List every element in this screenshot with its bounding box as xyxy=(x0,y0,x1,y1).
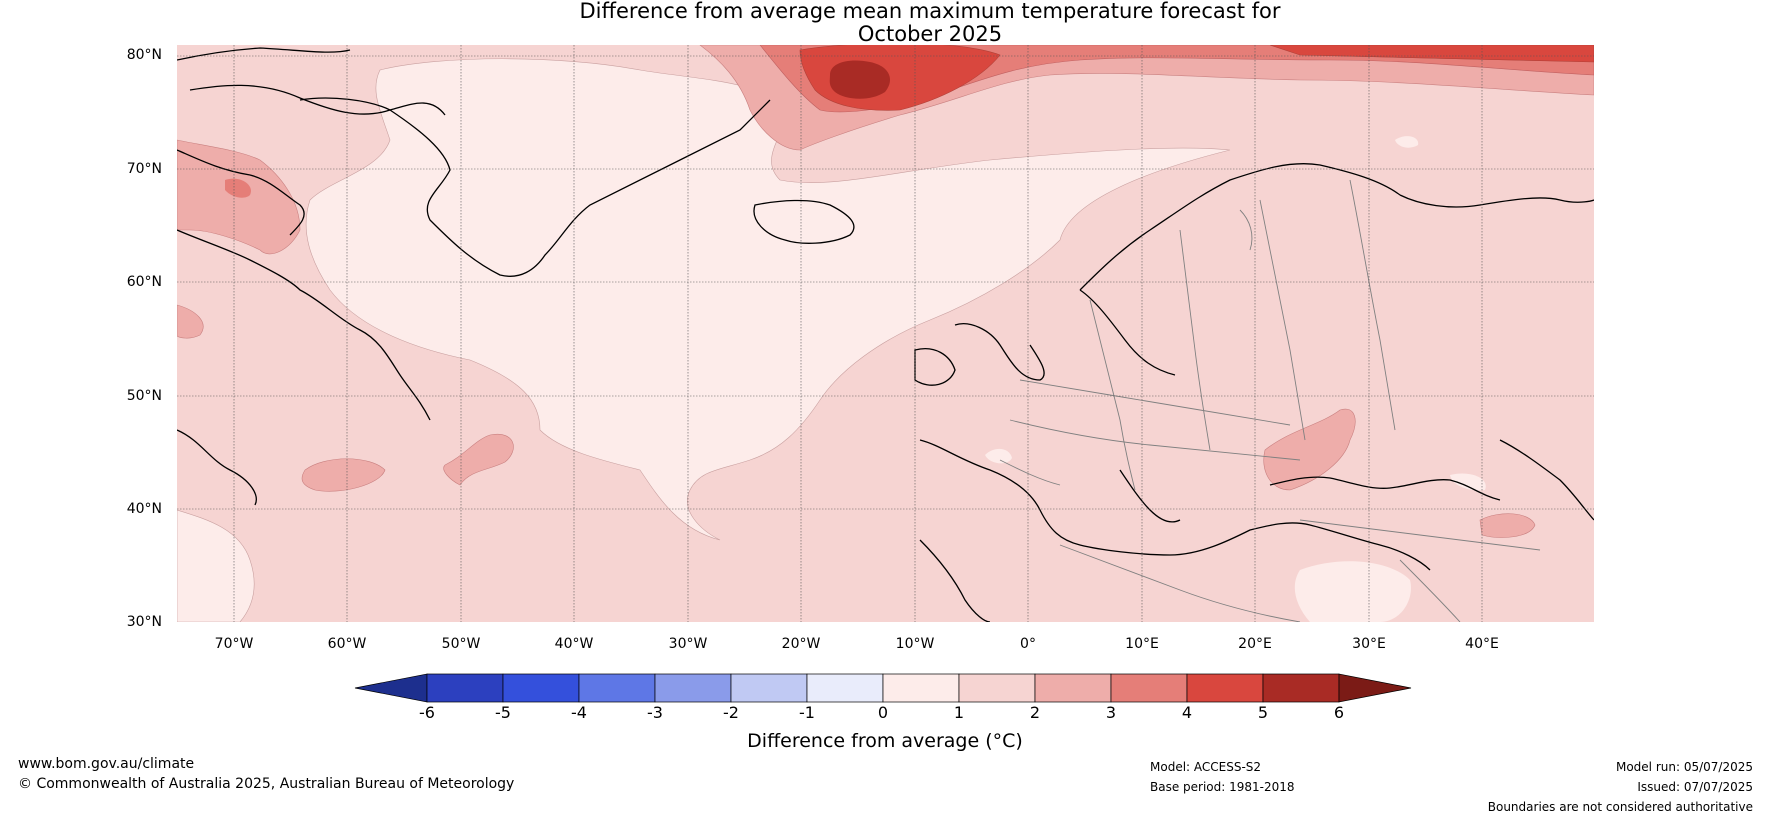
colorbar-segment xyxy=(1262,673,1340,703)
anomaly-region-6-plus xyxy=(829,60,890,99)
map-gridlines xyxy=(177,45,1594,622)
anomaly-region-0-1-southwest xyxy=(177,509,255,622)
colorbar-extend-high xyxy=(1338,673,1412,703)
lon-label-40w: 40°W xyxy=(554,636,594,652)
lat-label-80n: 80°N xyxy=(126,47,162,63)
temperature-anomaly-map[interactable] xyxy=(0,0,1770,640)
lon-label-50w: 50°W xyxy=(441,636,481,652)
anomaly-region-0-1-barents xyxy=(1395,136,1419,148)
lat-label-30n: 30°N xyxy=(126,614,162,630)
anomaly-region-3-4-west xyxy=(225,178,251,198)
colorbar-segment xyxy=(882,673,960,703)
colorbar-segment xyxy=(1110,673,1188,703)
colorbar-tick-label: 1 xyxy=(953,703,965,722)
colorbar-segment xyxy=(654,673,732,703)
colorbar-tick-label: -5 xyxy=(495,703,511,722)
lon-label-10w: 10°W xyxy=(895,636,935,652)
lat-label-60n: 60°N xyxy=(126,274,162,290)
colorbar-tick-label: -6 xyxy=(419,703,435,722)
colorbar-extend-low xyxy=(354,673,428,703)
colorbar-segment xyxy=(1186,673,1264,703)
footer-model-info: Model: ACCESS-S2 Base period: 1981-2018 xyxy=(1150,757,1295,797)
map-title: Difference from average mean maximum tem… xyxy=(0,0,1770,46)
colorbar-tick-label: 5 xyxy=(1257,703,1269,722)
lon-label-10e: 10°E xyxy=(1125,636,1159,652)
colorbar-tick-label: 0 xyxy=(877,703,889,722)
anomaly-region-5-6-northeast xyxy=(1269,45,1594,63)
lat-label-40n: 40°N xyxy=(126,501,162,517)
country-borders xyxy=(999,179,1541,622)
colorbar-segment xyxy=(958,673,1036,703)
anomaly-region-2-3-atlantic-a xyxy=(301,458,386,492)
anomaly-region-0-1-iberia xyxy=(985,448,1012,464)
colorbar-segment xyxy=(426,673,504,703)
map-title-line1: Difference from average mean maximum tem… xyxy=(579,0,1281,23)
colorbar-tick-label: 4 xyxy=(1181,703,1193,722)
colorbar-tick-label: -1 xyxy=(799,703,815,722)
colorbar-tick-label: -2 xyxy=(723,703,739,722)
anomaly-region-0-1-egypt xyxy=(1294,561,1411,622)
lon-label-0: 0° xyxy=(1020,636,1036,652)
footer-disclaimer: Boundaries are not considered authoritat… xyxy=(1487,800,1753,814)
map-title-line2: October 2025 xyxy=(857,22,1003,46)
footer-copyright: © Commonwealth of Australia 2025, Austra… xyxy=(18,776,515,792)
lon-label-30e: 30°E xyxy=(1352,636,1386,652)
colorbar-tick-label: 6 xyxy=(1333,703,1345,722)
colorbar-segment xyxy=(578,673,656,703)
footer-model-run: Model run: 05/07/2025 xyxy=(1615,760,1753,774)
footer-url[interactable]: www.bom.gov.au/climate xyxy=(18,756,195,772)
footer-run-info: Model run: 05/07/2025 Issued: 07/07/2025… xyxy=(1488,757,1753,817)
lon-label-20e: 20°E xyxy=(1238,636,1272,652)
lon-label-20w: 20°W xyxy=(781,636,821,652)
colorbar-tick-label: -3 xyxy=(647,703,663,722)
footer-base-period: Base period: 1981-2018 xyxy=(1150,780,1295,794)
colorbar-segment xyxy=(1034,673,1112,703)
lat-label-70n: 70°N xyxy=(126,161,162,177)
lon-label-40e: 40°E xyxy=(1465,636,1499,652)
lon-label-60w: 60°W xyxy=(327,636,367,652)
colorbar-tick-label: 2 xyxy=(1029,703,1041,722)
colorbar-label: Difference from average (°C) xyxy=(747,730,1023,752)
footer-issued: Issued: 07/07/2025 xyxy=(1637,780,1753,794)
colorbar-segment xyxy=(730,673,808,703)
anomaly-region-0-1-caspian xyxy=(1450,473,1486,491)
lon-label-70w: 70°W xyxy=(214,636,254,652)
anomaly-region-2-3-balkans xyxy=(1263,408,1356,491)
anomaly-region-2-3-turkey xyxy=(1479,513,1536,538)
lon-label-30w: 30°W xyxy=(668,636,708,652)
anomaly-region-2-3-west-small xyxy=(177,304,204,339)
colorbar-tick-label: -4 xyxy=(571,703,587,722)
lat-label-50n: 50°N xyxy=(126,388,162,404)
footer-left: www.bom.gov.au/climate © Commonwealth of… xyxy=(18,754,514,794)
colorbar-tick-label: 3 xyxy=(1105,703,1117,722)
coastlines xyxy=(177,47,1594,622)
colorbar-segment xyxy=(806,673,884,703)
footer-model: Model: ACCESS-S2 xyxy=(1150,760,1262,774)
colorbar-segment xyxy=(502,673,580,703)
